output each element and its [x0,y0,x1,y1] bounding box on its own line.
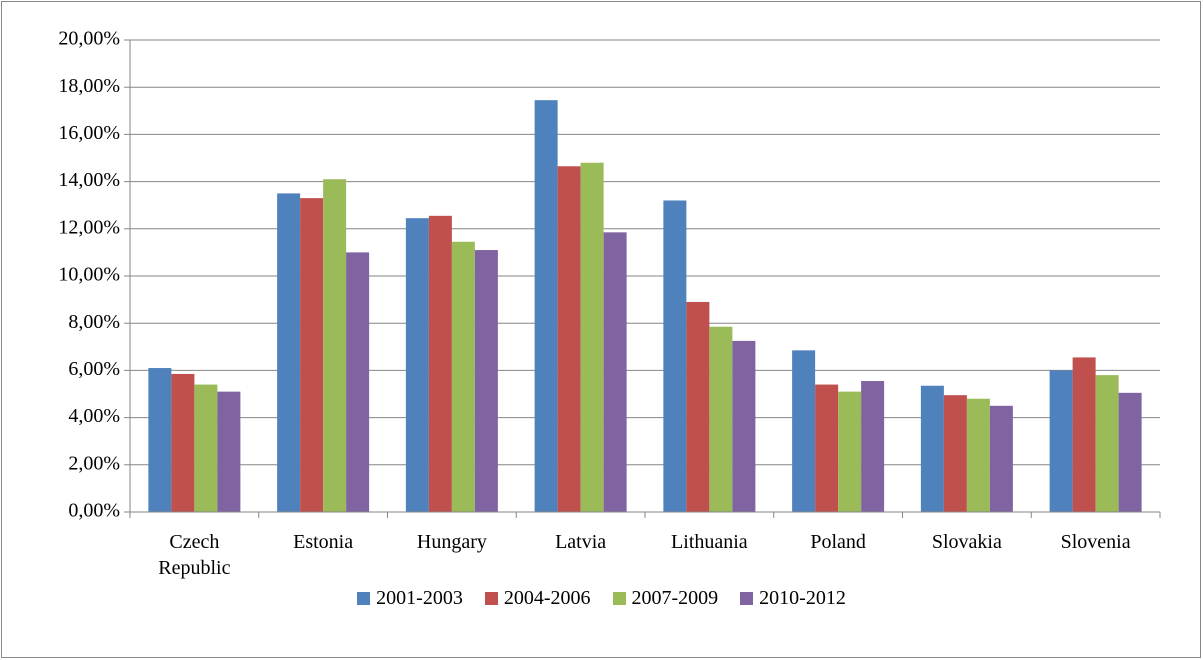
bar [474,250,498,513]
y-tick-label: 16,00% [58,122,120,144]
bar [451,241,475,512]
legend-swatch [612,592,626,605]
bar [346,252,370,512]
bar [861,381,885,512]
bar [277,193,301,512]
x-tick-label: Poland [810,531,866,553]
legend-item: 2004-2006 [484,587,591,610]
legend-label: 2004-2006 [503,587,591,609]
y-tick-label: 2,00% [68,452,120,474]
y-tick-label: 14,00% [58,169,120,191]
y-tick-label: 0,00% [68,500,120,522]
y-tick-label: 6,00% [68,358,120,380]
bar [815,384,839,512]
bar [323,179,347,513]
legend-swatch [357,592,371,605]
legend-item: 2007-2009 [612,587,719,610]
bar [1049,370,1073,512]
bar [920,385,944,512]
legend-swatch [740,592,754,605]
y-tick-label: 10,00% [58,264,120,286]
legend-label: 2001-2003 [376,587,463,609]
bar [1072,357,1096,512]
bar [580,162,604,512]
bar [663,200,687,513]
bar [405,218,429,512]
bar [194,384,218,512]
legend-label: 2007-2009 [631,587,719,609]
bar [1118,392,1142,512]
bar [943,395,967,512]
x-tick-label: Estonia [293,531,354,553]
x-tick-label: Hungary [416,531,487,553]
y-tick-label: 8,00% [68,311,120,333]
legend-label: 2010-2012 [759,587,846,609]
bar [838,391,862,512]
bar [148,368,172,512]
bar [1095,375,1119,512]
bar [686,301,710,512]
bar [217,391,241,512]
x-tick-label: Slovakia [931,531,1002,553]
bar [966,398,990,512]
bar [300,198,324,512]
bar [709,326,733,512]
legend-item: 2010-2012 [740,587,846,610]
bar [557,166,581,512]
y-tick-label: 4,00% [68,405,120,427]
legend: 2001-2003 2004-2006 2007-2009 2010-2012 [0,587,1203,610]
bar [732,340,756,512]
legend-item: 2001-2003 [357,587,463,610]
x-tick-label: Slovenia [1060,531,1131,553]
bar [534,100,558,513]
bar [603,232,627,512]
x-tick-label: Czech Republic [158,531,231,579]
bar [171,373,195,512]
y-tick-label: 12,00% [58,216,120,238]
x-tick-label: Lithuania [671,531,748,553]
y-tick-label: 18,00% [58,75,120,97]
bar [989,405,1013,512]
bar [428,215,452,512]
x-tick-label: Latvia [555,531,607,553]
legend-swatch [484,592,498,605]
bar [792,350,816,512]
y-tick-label: 20,00% [58,28,120,50]
